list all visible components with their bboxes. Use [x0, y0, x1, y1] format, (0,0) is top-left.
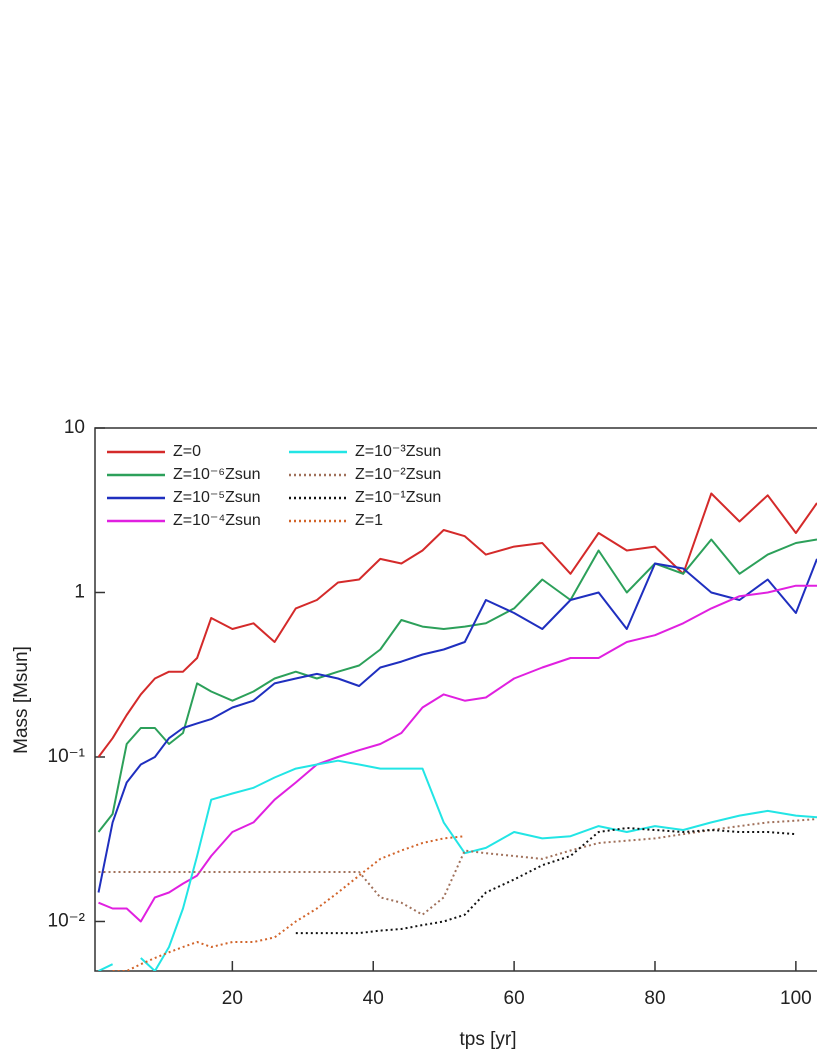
x-axis-title: tps [yr] [459, 1029, 516, 1050]
plot-area [97, 492, 817, 971]
series-line [97, 492, 817, 758]
legend-label: Z=10⁻⁶Zsun [173, 466, 261, 483]
x-tick-label: 40 [363, 988, 384, 1009]
legend-label: Z=10⁻⁴Zsun [173, 512, 261, 529]
legend-label: Z=10⁻⁵Zsun [173, 489, 261, 506]
series-line [98, 759, 817, 971]
x-tick-label: 20 [222, 988, 243, 1009]
series-line [97, 558, 817, 893]
series-line [112, 835, 465, 971]
series-line [295, 827, 796, 935]
legend-label: Z=10⁻³Zsun [355, 443, 441, 460]
y-tick-label: 10⁻¹ [48, 746, 86, 767]
legend-label: Z=10⁻²Zsun [355, 466, 441, 483]
x-tick-label: 80 [644, 988, 665, 1009]
series-line [97, 538, 817, 833]
series-line [98, 818, 817, 916]
y-axis-title: Mass [Msun] [11, 646, 32, 754]
legend-label: Z=1 [355, 512, 383, 529]
plot-frame [94, 427, 817, 972]
series-line [98, 584, 817, 923]
x-tick-label: 60 [504, 988, 525, 1009]
y-tick-label: 10⁻² [48, 910, 86, 931]
y-tick-label: 1 [74, 582, 85, 603]
legend-label: Z=0 [173, 443, 201, 460]
x-tick-label: 100 [780, 988, 812, 1009]
legend-label: Z=10⁻¹Zsun [355, 489, 441, 506]
y-tick-label: 10 [64, 417, 85, 438]
